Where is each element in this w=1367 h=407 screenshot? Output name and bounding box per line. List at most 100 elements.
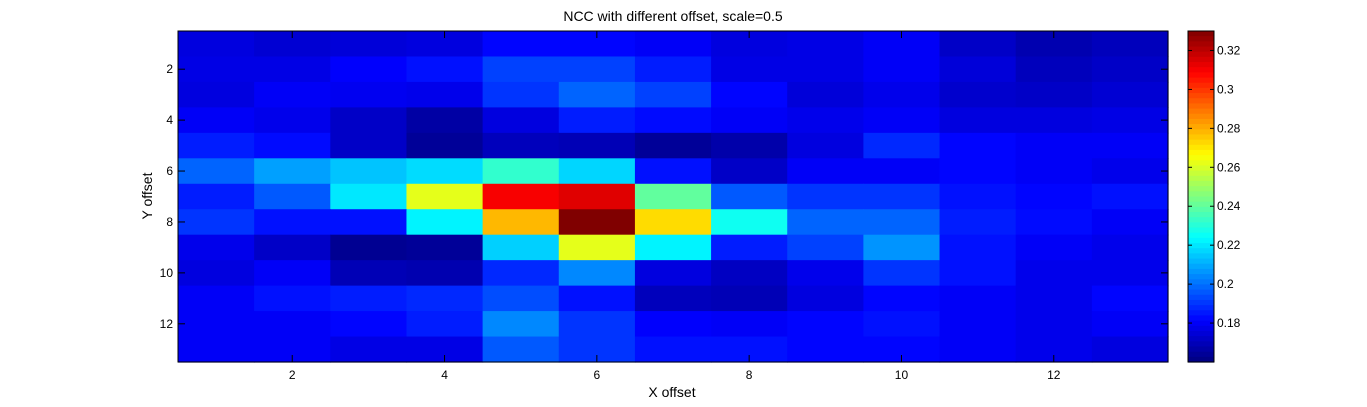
colorbar-segment [1188, 243, 1214, 249]
heatmap-cell [939, 158, 1017, 185]
colorbar-segment [1188, 31, 1214, 37]
chart-title: NCC with different offset, scale=0.5 [563, 8, 783, 24]
colorbar-segment [1188, 103, 1214, 110]
heatmap-cell [939, 260, 1017, 287]
heatmap-cell [406, 132, 484, 159]
heatmap-cell [178, 107, 255, 134]
heatmap-cell [482, 260, 560, 287]
heatmap-cell [1091, 183, 1169, 210]
heatmap-cell [787, 56, 864, 83]
colorbar-segment [1188, 62, 1214, 68]
heatmap-cell [254, 311, 331, 338]
x-tick-label: 10 [895, 368, 909, 382]
heatmap-cell [787, 285, 864, 312]
heatmap-cell [482, 56, 560, 83]
heatmap-cell [711, 311, 788, 338]
plot-frame [177, 30, 1169, 363]
heatmap-cell [254, 132, 331, 159]
heatmap-cell [406, 209, 484, 236]
colorbar-segment [1188, 118, 1214, 125]
heatmap-cell [254, 260, 331, 287]
colorbar-segment [1188, 87, 1214, 94]
heatmap-cell [634, 56, 712, 83]
heatmap-cell [787, 311, 864, 338]
x-tick-label: 12 [1047, 368, 1061, 382]
heatmap-cell [482, 234, 560, 261]
heatmap-cell [178, 260, 255, 287]
colorbar-segment [1188, 315, 1214, 322]
colorbar-segment [1188, 263, 1214, 270]
heatmap-cell [406, 81, 484, 108]
heatmap-cell [634, 31, 712, 58]
heatmap-cell [330, 56, 408, 83]
heatmap-cell [787, 209, 864, 236]
heatmap-cell [787, 158, 864, 185]
y-tick-label: 4 [166, 113, 173, 127]
heatmap-cell [939, 209, 1017, 236]
colorbar-segment [1188, 98, 1214, 105]
heatmap-cell [482, 336, 560, 363]
colorbar-segment [1188, 180, 1214, 187]
heatmap-cell [558, 132, 636, 159]
heatmap-cell [787, 234, 864, 261]
x-tick-label: 6 [594, 368, 601, 382]
colorbar-segment [1188, 160, 1214, 167]
colorbar-segment [1188, 356, 1214, 363]
colorbar-segment [1188, 165, 1214, 172]
heatmap-cell [1091, 132, 1169, 159]
colorbar-segment [1188, 237, 1214, 244]
y-tick-label: 2 [166, 62, 173, 76]
colorbar-tick-label: 0.26 [1217, 160, 1241, 174]
heatmap-cell [482, 31, 560, 58]
heatmap-cell [634, 107, 712, 134]
heatmap-cell [482, 285, 560, 312]
colorbar-segment [1188, 41, 1214, 48]
heatmap-cell [939, 31, 1017, 58]
colorbar-tick-label: 0.28 [1217, 121, 1241, 135]
heatmap-cell [634, 234, 712, 261]
colorbar-tick-label: 0.18 [1217, 316, 1241, 330]
heatmap-cell [254, 285, 331, 312]
colorbar-segment [1188, 124, 1214, 130]
heatmap-cell [178, 285, 255, 312]
colorbar-segment [1188, 113, 1214, 120]
y-tick-label: 10 [160, 266, 174, 280]
colorbar-segment [1188, 305, 1214, 311]
plot-axes: 2 4 6 8 10 12 2 4 6 8 10 12 [160, 30, 1169, 382]
heatmap-cell [711, 285, 788, 312]
colorbar-segment [1188, 222, 1214, 229]
heatmap-cell [1091, 31, 1169, 58]
heatmap-cell [330, 31, 408, 58]
heatmap-cell [1015, 56, 1093, 83]
colorbar-segment [1188, 82, 1214, 89]
heatmap-cell [482, 132, 560, 159]
colorbar-segment [1188, 108, 1214, 115]
heatmap-cell [406, 260, 484, 287]
heatmap-cell [330, 311, 408, 338]
heatmap-cell [406, 234, 484, 261]
heatmap-cell [1015, 234, 1093, 261]
colorbar-segment [1188, 149, 1214, 156]
colorbar-segment [1188, 253, 1214, 260]
colorbar-segment [1188, 341, 1214, 348]
heatmap-cell [330, 183, 408, 210]
heatmap-cell [863, 132, 941, 159]
colorbar-tick-label: 0.3 [1217, 82, 1234, 96]
heatmap-cell [1015, 107, 1093, 134]
heatmap-cell [1015, 132, 1093, 159]
heatmap-cell [939, 132, 1017, 159]
heatmap-cell [863, 56, 941, 83]
colorbar-segment [1188, 191, 1214, 198]
colorbar-segment [1188, 155, 1214, 161]
heatmap-cell [406, 311, 484, 338]
heatmap-cell [863, 107, 941, 134]
heatmap-cell [254, 107, 331, 134]
heatmap-cell [254, 81, 331, 108]
colorbar-tick-label: 0.24 [1217, 199, 1241, 213]
heatmap-cell [558, 56, 636, 83]
heatmap-cell [558, 234, 636, 261]
heatmap-cell [558, 183, 636, 210]
heatmap-cell [178, 209, 255, 236]
heatmap-cell [1015, 158, 1093, 185]
